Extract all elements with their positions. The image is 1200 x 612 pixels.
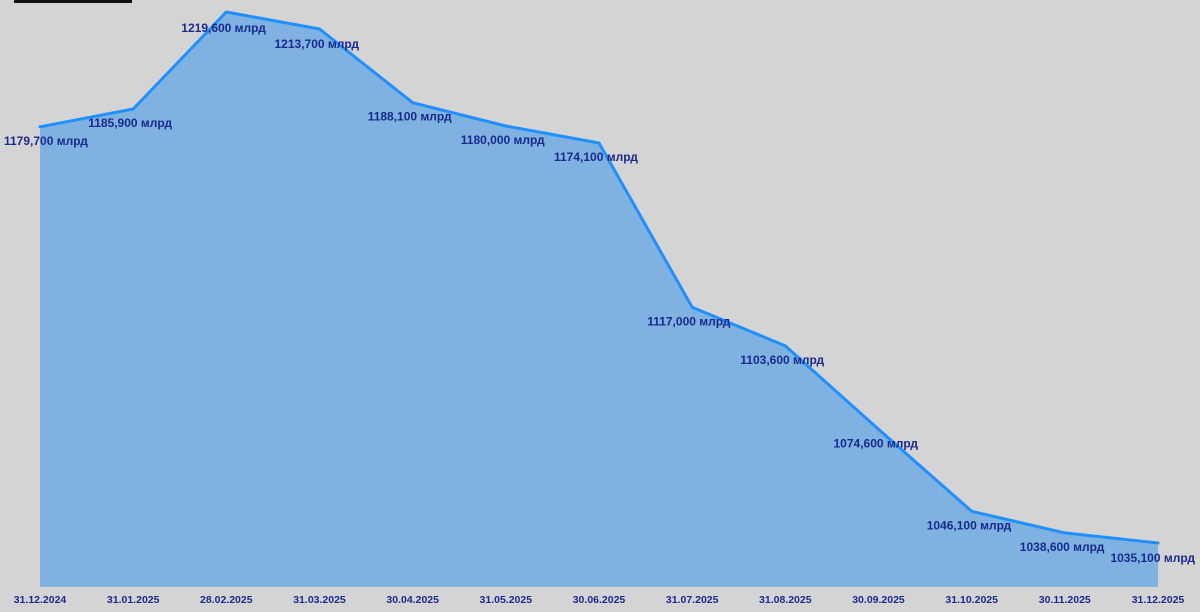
x-tick-label: 31.12.2025 [1132,594,1185,606]
x-tick-label: 30.04.2025 [386,594,439,606]
data-label: 1174,100 млрд [554,150,638,164]
x-tick-label: 31.01.2025 [107,594,160,606]
data-point [504,124,508,128]
x-tick-label: 31.03.2025 [293,594,346,606]
data-point [411,101,415,105]
data-label: 1117,000 млрд [647,314,731,328]
data-label: 1046,100 млрд [927,518,1012,532]
data-label: 1213,700 млрд [275,37,360,51]
data-point [597,141,601,145]
data-label: 1074,600 млрд [834,436,919,450]
data-point [1156,541,1160,545]
data-point [131,107,135,111]
data-label: 1179,700 млрд [4,134,88,148]
data-point [690,305,694,309]
data-label: 1103,600 млрд [740,353,824,367]
data-point [38,125,42,129]
area-layer [40,12,1158,587]
x-tick-label: 31.12.2024 [14,594,67,606]
x-axis-tick-labels: 31.12.2024 31.01.2025 28.02.2025 31.03.2025… [14,594,1185,606]
x-tick-label: 30.06.2025 [573,594,626,606]
x-tick-label: 30.11.2025 [1039,594,1091,606]
x-tick-label: 28.02.2025 [200,594,253,606]
data-point [877,427,880,431]
data-point [224,10,228,14]
data-point [970,509,974,513]
data-label: 1035,100 млрд [1110,551,1195,565]
line-layer [38,10,1160,545]
data-label: 1038,600 млрд [1020,540,1105,554]
data-label: 1185,900 млрд [88,116,172,130]
x-tick-label: 30.09.2025 [852,594,905,606]
x-tick-label: 31.08.2025 [759,594,812,606]
data-label: 1219,600 млрд [181,21,266,35]
data-label: 1188,100 млрд [368,110,452,124]
data-point [318,27,321,31]
data-point [1063,531,1067,535]
top-edge-mark [14,0,132,3]
data-point [783,344,787,348]
x-tick-label: 31.10.2025 [945,594,998,606]
x-tick-label: 31.05.2025 [480,594,533,606]
x-tick-label: 31.07.2025 [666,594,719,606]
data-label: 1180,000 млрд [461,133,545,147]
area-fill [40,12,1158,587]
